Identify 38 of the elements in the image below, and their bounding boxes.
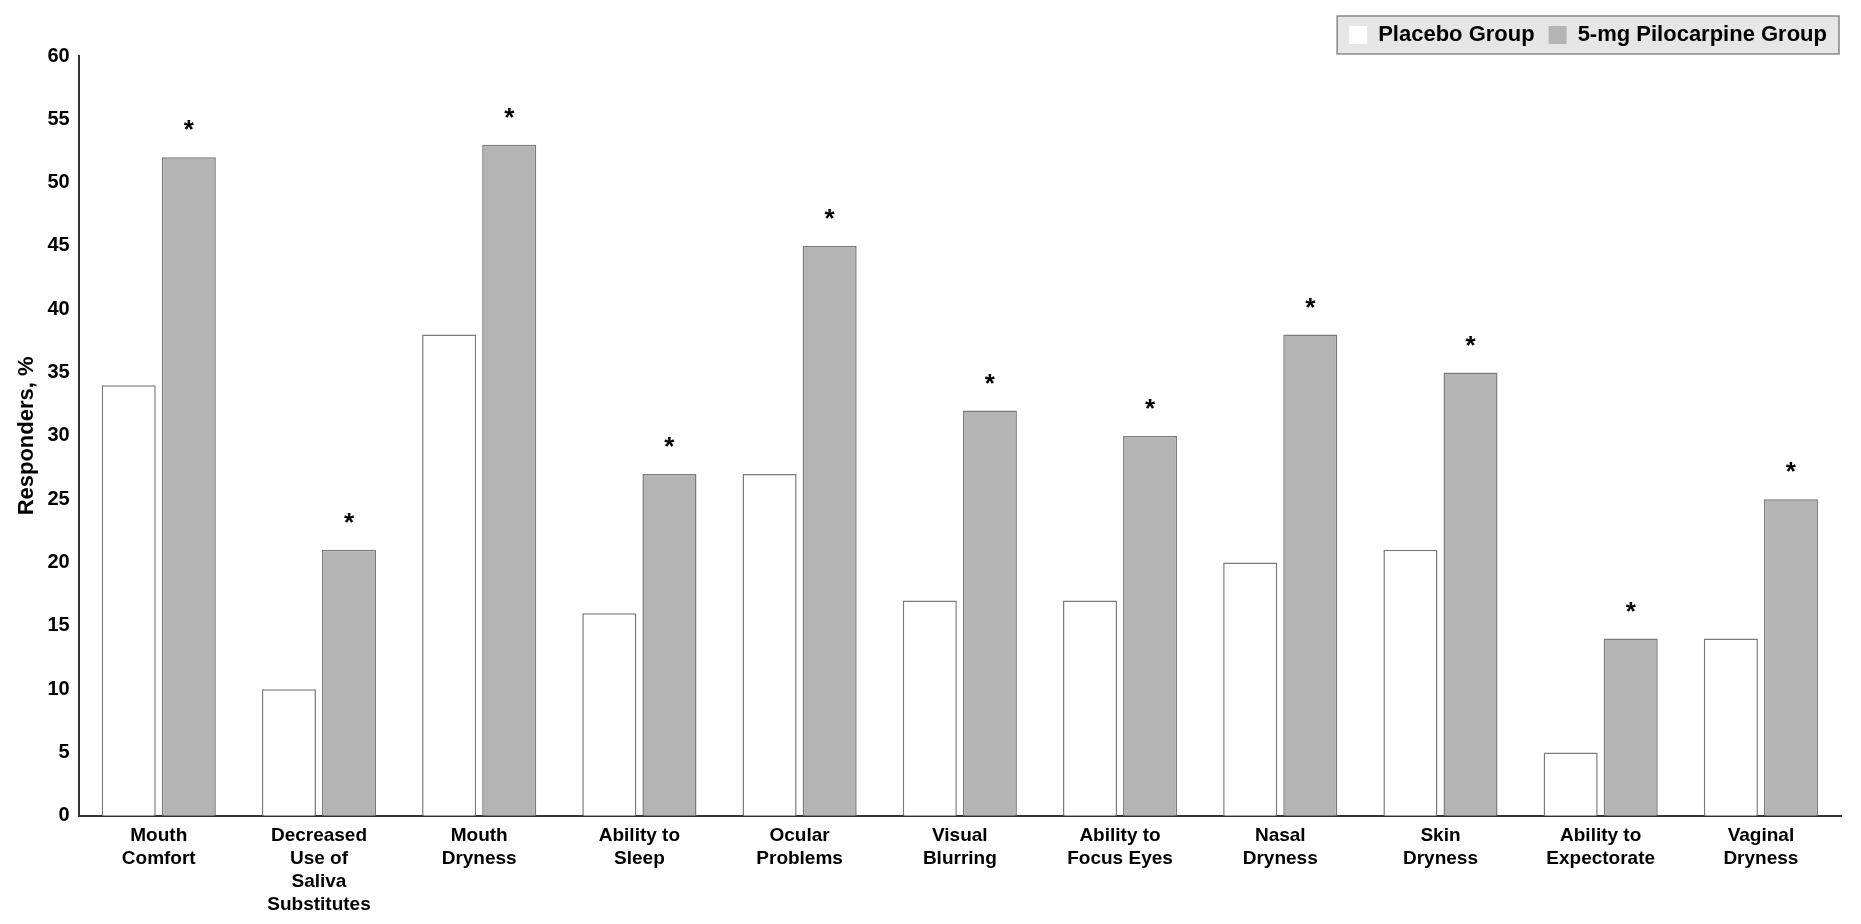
x-tick-label: Skin Dryness [1402,824,1478,869]
annotation: * [504,101,516,132]
legend-label: 5-mg Pilocarpine Group [1577,21,1828,47]
annotation: * [1625,595,1637,626]
x-tick-label: Vaginal Dryness [1723,824,1799,869]
annotation: * [1145,393,1157,424]
annotation: * [183,114,195,145]
y-tick-label: 10 [47,676,70,699]
x-tick-label: Ocular Problems [756,824,843,869]
y-tick-label: 50 [47,170,70,193]
x-tick-label: Mouth Comfort [121,824,197,869]
y-tick-label: 20 [47,550,70,573]
y-tick-label: 30 [47,423,70,446]
x-tick-label: Mouth Dryness [441,824,517,869]
legend-label: Placebo Group [1378,21,1535,47]
x-tick-label: Ability to Sleep [598,824,681,869]
y-tick-label: 60 [47,43,70,66]
x-tick-label: Visual Blurring [922,824,997,869]
annotation: * [343,507,355,538]
y-axis-title: Responders, % [13,356,39,516]
annotation: * [1465,329,1477,360]
annotation: * [1305,291,1317,322]
annotation: * [664,431,676,462]
y-tick-label: 25 [47,486,70,509]
annotation: * [984,367,996,398]
y-tick-label: 55 [47,106,70,129]
y-tick-label: 35 [47,360,70,383]
y-tick-label: 15 [47,613,70,636]
y-tick-label: 40 [47,296,70,319]
y-tick-label: 45 [47,233,70,256]
annotation: * [1785,456,1797,487]
y-tick-label: 5 [58,740,70,762]
y-tick-label: 0 [58,803,70,826]
x-tick-label: Ability to Expectorate [1546,824,1656,869]
annotation: * [824,203,836,234]
x-tick-label: Nasal Dryness [1242,824,1318,869]
x-tick-label: Decreased Use of Saliva Substitutes [267,824,371,914]
x-tick-label: Ability to Focus Eyes [1067,824,1173,869]
